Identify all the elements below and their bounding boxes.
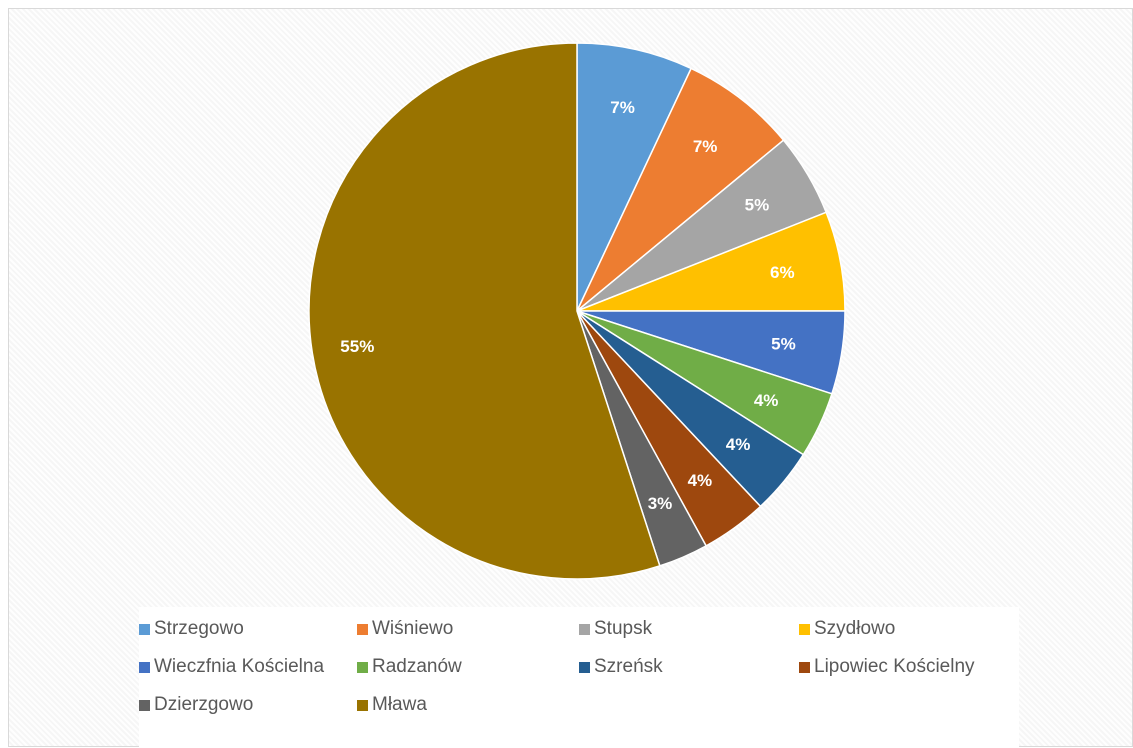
legend-item-2: Wiśniewo [357, 617, 453, 641]
legend-item-3: Stupsk [579, 617, 652, 641]
legend-item-10: Mława [357, 693, 427, 717]
legend-swatch [799, 661, 810, 673]
data-label-8: 4% [688, 471, 713, 490]
legend-label: Wiśniewo [372, 618, 454, 639]
legend-swatch [579, 623, 590, 635]
legend-label: Dzierzgowo [154, 694, 254, 715]
legend-item-6: Radzanów [357, 655, 462, 679]
data-label-2: 7% [693, 137, 718, 156]
legend-item-1: Strzegowo [139, 617, 244, 641]
chart-area: 7% 7% 5% 6% 5% 4% 4% 4% 3% 55% Strzegowo Wiśniewo S… [8, 8, 1133, 747]
legend-label: Mława [372, 694, 427, 715]
data-label-3: 5% [745, 196, 770, 215]
data-label-4: 6% [770, 263, 795, 282]
legend-item-4: Szydłowo [799, 617, 895, 641]
data-label-5: 5% [771, 335, 796, 354]
legend-label: Wieczfnia Kościelna [154, 656, 325, 677]
legend-label: Szreńsk [594, 656, 663, 677]
legend-item-5: Wieczfnia Kościelna [139, 655, 324, 679]
legend: Strzegowo Wiśniewo Stupsk Szydłowo Wieczfnia… [139, 607, 1019, 747]
data-label-6: 4% [754, 391, 779, 410]
legend-swatch [139, 661, 150, 673]
legend-label: Radzanów [372, 656, 462, 677]
data-label-9: 3% [648, 494, 673, 513]
legend-label: Strzegowo [154, 618, 244, 639]
legend-label: Stupsk [594, 618, 653, 639]
legend-swatch [139, 623, 150, 635]
legend-swatch [579, 661, 590, 673]
legend-swatch [139, 699, 150, 711]
data-label-10: 55% [340, 337, 374, 356]
legend-swatch [357, 623, 368, 635]
pie-slice-2 [576, 67, 785, 312]
legend-item-9: Dzierzgowo [139, 693, 253, 717]
legend-label: Lipowiec Kościelny [814, 656, 975, 677]
legend-label: Szydłowo [814, 618, 896, 639]
legend-item-8: Lipowiec Kościelny [799, 655, 975, 679]
legend-swatch [799, 623, 810, 635]
data-label-7: 4% [726, 435, 751, 454]
legend-swatch [357, 699, 368, 711]
pie-slice-10 [308, 42, 661, 580]
pie-chart: 7% 7% 5% 6% 5% 4% 4% 4% 3% 55% [308, 42, 846, 580]
legend-swatch [357, 661, 368, 673]
data-label-1: 7% [610, 98, 635, 117]
pie-slice-1 [576, 42, 693, 312]
legend-item-7: Szreńsk [579, 655, 663, 679]
